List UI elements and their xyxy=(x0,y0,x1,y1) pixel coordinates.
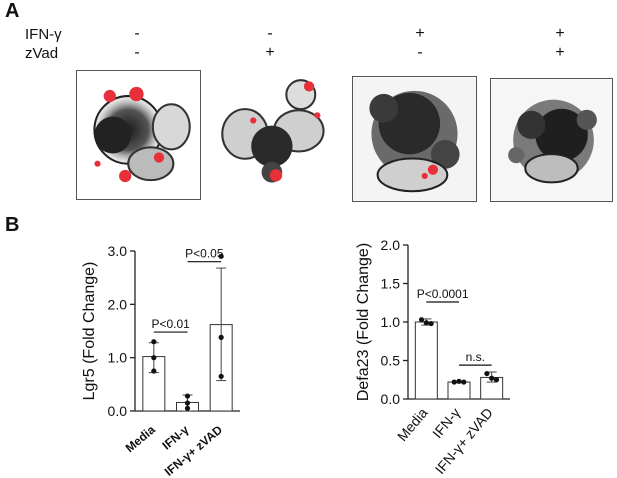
x-tick-label: Media xyxy=(123,422,158,455)
y-axis-label: Lgr5 (Fold Change) xyxy=(81,262,98,401)
data-point xyxy=(218,253,224,259)
y-tick-label: 0.0 xyxy=(108,403,128,419)
ifn-sign-4: + xyxy=(555,25,565,42)
data-point xyxy=(151,368,157,374)
data-point xyxy=(218,373,224,379)
data-point xyxy=(418,317,425,323)
significance-label: P<0.05 xyxy=(185,247,224,261)
y-tick-label: 0.0 xyxy=(381,391,401,407)
organoid-image-zvad xyxy=(214,72,338,200)
organoid-image-control xyxy=(76,70,201,200)
y-tick-label: 1.5 xyxy=(381,276,401,292)
y-tick-label: 3.0 xyxy=(108,243,128,259)
bar xyxy=(414,321,438,400)
data-point xyxy=(489,375,495,381)
y-tick-label: 1.0 xyxy=(108,350,128,366)
data-point xyxy=(493,377,500,383)
panel-label-b: B xyxy=(5,214,20,236)
data-point xyxy=(428,320,434,327)
zvad-sign-3: - xyxy=(417,44,423,61)
ifn-sign-2: - xyxy=(267,25,273,42)
y-tick-label: 0.5 xyxy=(381,353,401,369)
zvad-sign-4: + xyxy=(555,44,565,61)
ifn-sign-1: - xyxy=(134,25,140,42)
significance-label: P<0.01 xyxy=(151,317,190,331)
defa23-bar-chart: 0.0 0.5 1.0 1.5 2.0 Defa23 (Fold Change) Media… xyxy=(355,237,510,476)
y-tick-label: 2.0 xyxy=(381,237,401,253)
panel-label-a: A xyxy=(5,0,20,22)
zvad-sign-1: - xyxy=(134,44,140,61)
data-point xyxy=(151,355,157,361)
x-tick-label: Media xyxy=(394,404,431,444)
condition-label-ifn-gamma: IFN-γ xyxy=(25,26,62,43)
bar xyxy=(447,381,471,400)
data-point xyxy=(184,405,191,411)
data-point xyxy=(184,400,191,406)
significance-label: n.s. xyxy=(466,350,485,364)
organoid-image-ifn-gamma-zvad xyxy=(490,78,613,202)
y-axis-label: Defa23 (Fold Change) xyxy=(355,243,372,401)
data-point xyxy=(484,370,490,377)
significance-label: P<0.0001 xyxy=(417,287,469,301)
zvad-sign-2: + xyxy=(265,44,275,61)
data-point xyxy=(423,320,429,326)
data-point xyxy=(451,379,457,385)
data-point xyxy=(461,379,467,385)
ifn-sign-3: + xyxy=(415,25,425,42)
data-point xyxy=(184,393,191,399)
y-tick-label: 1.0 xyxy=(381,314,401,330)
data-point xyxy=(456,378,462,384)
data-point xyxy=(151,339,157,345)
data-point xyxy=(218,334,224,340)
organoid-image-ifn-gamma xyxy=(352,76,477,202)
y-tick-label: 2.0 xyxy=(108,296,128,312)
condition-label-zvad: zVad xyxy=(25,45,59,62)
